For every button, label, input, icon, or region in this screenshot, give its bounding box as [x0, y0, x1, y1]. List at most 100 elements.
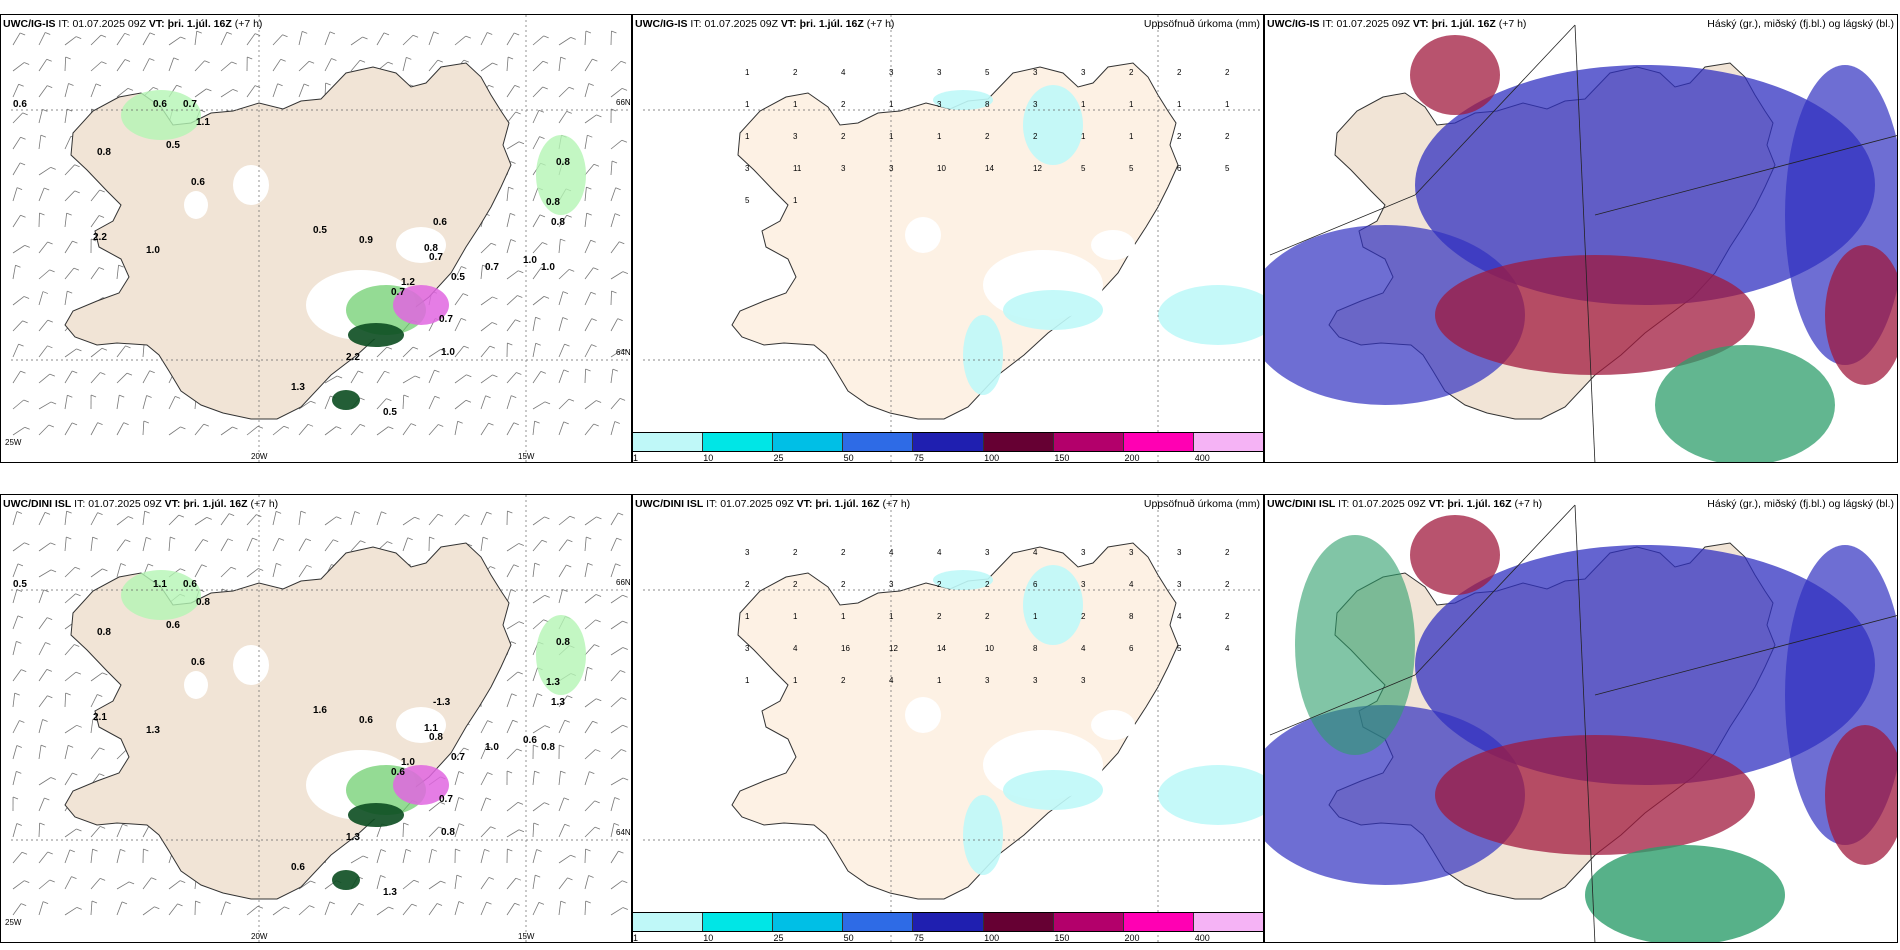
- wind-barb-flag: [24, 880, 30, 884]
- wind-barb: [12, 84, 20, 98]
- colorbar-tick-label: 200: [1124, 453, 1140, 463]
- precip-value: 2: [841, 548, 846, 557]
- wind-barb-flag: [73, 267, 80, 271]
- wind-barb-flag: [123, 422, 129, 426]
- wind-barb: [168, 514, 180, 526]
- wind-barb-flag: [388, 906, 394, 910]
- wind-barb-flag: [91, 900, 98, 904]
- colorbar-tick-label: 75: [913, 453, 924, 463]
- wind-barb: [12, 399, 24, 410]
- wind-barb-flag: [434, 395, 440, 399]
- wind-barb: [246, 33, 256, 46]
- precip-amount-label: 0.8: [556, 637, 570, 648]
- precip-value: 4: [889, 548, 894, 557]
- wind-barb-flag: [47, 241, 53, 245]
- high-cloud: [1435, 255, 1755, 375]
- wind-barb-flag: [618, 850, 624, 854]
- wind-barb: [506, 693, 513, 708]
- wind-barb: [584, 423, 595, 436]
- wind-map-top: 0.6 0.6 0.71.10.50.80.62.21.00.50.90.60.80…: [5, 15, 631, 462]
- wind-barb: [532, 822, 535, 838]
- wind-barb: [350, 424, 361, 436]
- wind-barb: [64, 370, 73, 384]
- wind-barb-flag: [593, 163, 600, 167]
- wind-barb-flag: [23, 399, 29, 403]
- wind-barb: [454, 293, 464, 306]
- wind-barb-flag: [21, 669, 27, 673]
- wind-barb-flag: [592, 720, 598, 724]
- wind-barb-flag: [456, 874, 462, 878]
- colorbar-segment: [1193, 433, 1263, 451]
- precip-light: [121, 570, 201, 620]
- wind-barb-flag: [49, 269, 55, 273]
- wind-barb: [90, 189, 101, 202]
- wind-barb: [376, 875, 381, 890]
- wind-barb: [272, 511, 277, 526]
- precip-value: 4: [937, 548, 942, 557]
- wind-barb-flag: [570, 37, 576, 40]
- cloud-panel-top: UWC/IG-IS IT: 01.07.2025 09Z VT: þri. 1.…: [1264, 14, 1898, 463]
- wind-barb-flag: [585, 900, 591, 904]
- colorbar-segment: [703, 913, 774, 931]
- precip-patch-light: [1003, 290, 1103, 330]
- glacier: [1091, 710, 1135, 740]
- wind-barb-flag: [44, 511, 51, 515]
- wind-barb-flag: [24, 542, 30, 546]
- wind-barb-flag: [622, 594, 628, 598]
- wind-barb: [610, 907, 624, 916]
- wind-barb-flag: [336, 375, 343, 379]
- wind-barb-flag: [594, 644, 600, 647]
- precip-value: 1: [1129, 132, 1134, 141]
- wind-barb-flag: [458, 901, 465, 904]
- wind-barb: [220, 89, 233, 98]
- wind-barb: [376, 32, 385, 46]
- wind-barb: [402, 879, 415, 890]
- wind-barb-flag: [76, 828, 82, 832]
- wind-barb-flag: [559, 744, 565, 748]
- wind-barb: [480, 720, 488, 734]
- wind-barb-flag: [412, 34, 419, 38]
- precip-value: 3: [889, 68, 894, 77]
- wind-barb-flag: [46, 58, 52, 62]
- wind-barb: [454, 823, 460, 838]
- wind-barb-flag: [596, 698, 602, 702]
- wind-barb: [402, 394, 405, 410]
- precip-amount-label: 0.6: [391, 767, 405, 778]
- valid-time: þri. 1.júl. 16Z: [1447, 498, 1512, 510]
- wind-barb-flag: [307, 423, 314, 427]
- wind-barb: [272, 538, 280, 552]
- wind-barb-flag: [541, 267, 547, 271]
- precip-amount-label: 2.2: [93, 232, 107, 243]
- wind-barb: [12, 823, 18, 838]
- wind-barb: [428, 424, 439, 436]
- wind-barb-flag: [68, 83, 74, 86]
- wind-barb: [38, 319, 49, 332]
- wind-barb: [116, 748, 128, 760]
- wind-barb-flag: [516, 748, 522, 752]
- wind-barb: [38, 642, 46, 656]
- wind-barb-flag: [484, 849, 490, 852]
- low-cloud: [1585, 845, 1785, 942]
- precip-light: [121, 90, 201, 140]
- wind-barb-flag: [225, 901, 231, 905]
- precip-value: 8: [985, 100, 990, 109]
- colorbar-tick-label: 50: [843, 933, 854, 943]
- wind-barb: [506, 270, 519, 280]
- precip-amount-label: 0.8: [541, 742, 555, 753]
- lat-label: 64N: [616, 828, 631, 837]
- wind-barb-flag: [147, 563, 154, 567]
- wind-barb-flag: [173, 57, 179, 61]
- precip-value: 2: [793, 548, 798, 557]
- wind-barb-flag: [180, 36, 186, 40]
- wind-barb-flag: [99, 773, 105, 777]
- precip-value: 4: [1129, 580, 1134, 589]
- wind-barb: [610, 749, 622, 760]
- it-label: IT:: [1338, 498, 1350, 510]
- wind-barb-flag: [100, 372, 106, 375]
- colorbar-tick-label: 400: [1194, 453, 1210, 463]
- wind-barb-flag: [511, 395, 517, 399]
- wind-barb: [90, 849, 93, 864]
- colorbar-segment: [1053, 913, 1124, 931]
- wind-barb: [584, 267, 594, 280]
- wind-barb: [12, 903, 22, 916]
